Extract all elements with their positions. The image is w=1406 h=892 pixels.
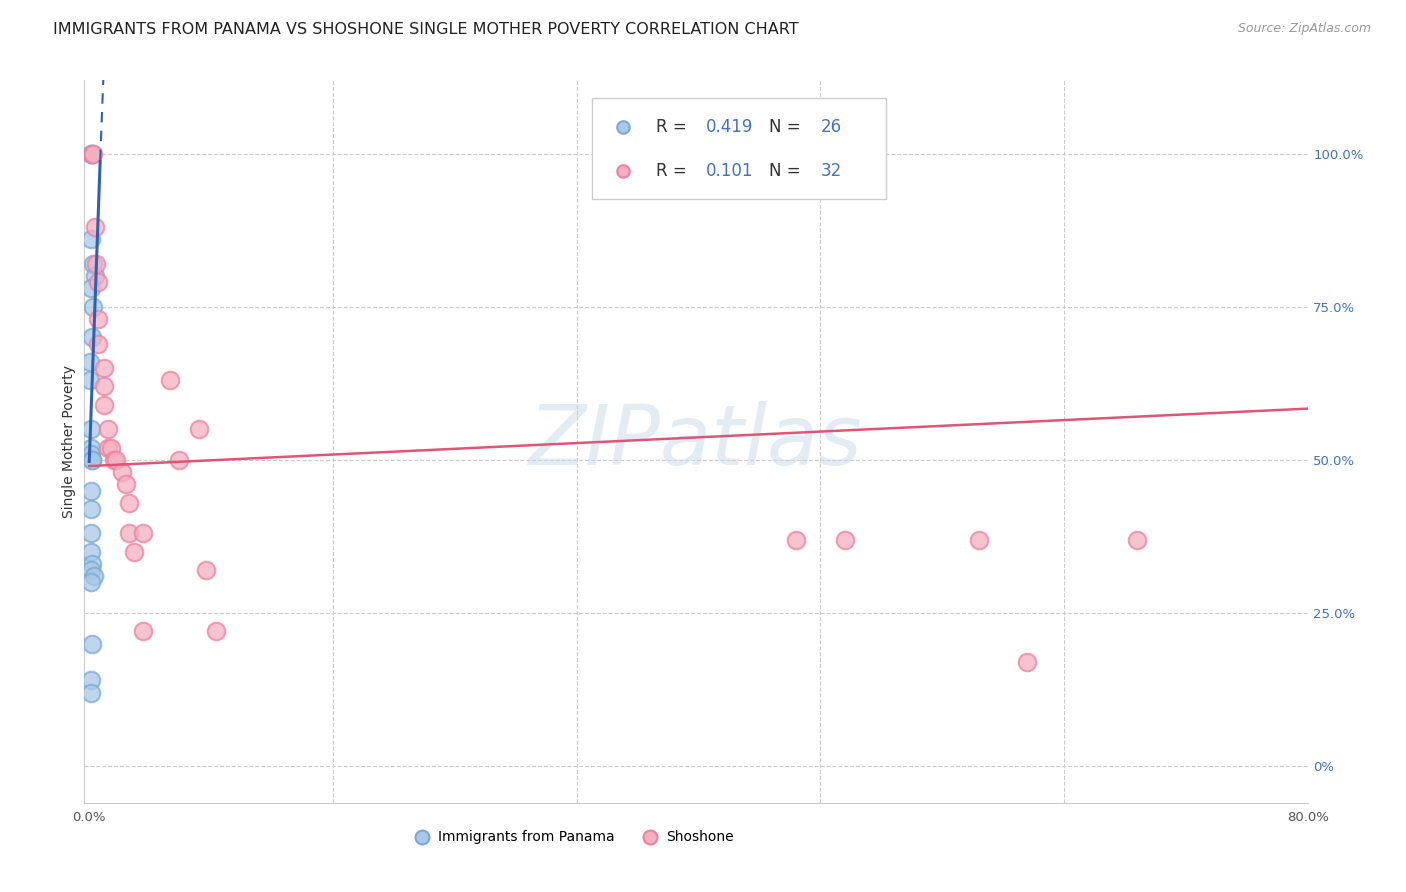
Point bbox=[83, 220, 105, 235]
Point bbox=[1017, 655, 1039, 669]
Point bbox=[124, 545, 146, 559]
Point bbox=[80, 502, 103, 516]
Point bbox=[80, 575, 103, 590]
Point bbox=[87, 276, 110, 290]
Text: Source: ZipAtlas.com: Source: ZipAtlas.com bbox=[1237, 22, 1371, 36]
Point bbox=[80, 146, 103, 161]
Point bbox=[169, 453, 191, 467]
Point bbox=[132, 526, 155, 541]
Point bbox=[80, 483, 103, 498]
Point bbox=[96, 422, 118, 436]
Point bbox=[132, 624, 155, 639]
Point bbox=[100, 441, 122, 455]
Point bbox=[79, 373, 101, 387]
Point bbox=[159, 373, 181, 387]
Y-axis label: Single Mother Poverty: Single Mother Poverty bbox=[62, 365, 76, 518]
Text: 26: 26 bbox=[821, 119, 842, 136]
Point bbox=[96, 441, 118, 455]
Point bbox=[103, 453, 125, 467]
Point bbox=[205, 624, 228, 639]
Point bbox=[80, 685, 103, 699]
Text: R =: R = bbox=[655, 119, 692, 136]
Point bbox=[118, 526, 141, 541]
Point bbox=[84, 257, 107, 271]
Point bbox=[967, 533, 990, 547]
Point bbox=[83, 269, 105, 284]
Point bbox=[105, 453, 128, 467]
Point bbox=[82, 146, 104, 161]
Point bbox=[93, 398, 115, 412]
Point bbox=[80, 526, 103, 541]
Point bbox=[80, 281, 103, 295]
Point bbox=[118, 496, 141, 510]
Text: ZIPatlas: ZIPatlas bbox=[529, 401, 863, 482]
Point bbox=[80, 232, 103, 246]
Point bbox=[834, 533, 856, 547]
Point bbox=[80, 545, 103, 559]
Point bbox=[785, 533, 807, 547]
Point bbox=[87, 312, 110, 326]
Point bbox=[79, 355, 101, 369]
Point bbox=[80, 563, 103, 577]
Point bbox=[114, 477, 136, 491]
Point bbox=[82, 146, 104, 161]
Point bbox=[80, 447, 103, 461]
Point bbox=[80, 422, 103, 436]
Text: N =: N = bbox=[769, 119, 806, 136]
Point bbox=[111, 465, 134, 479]
Point bbox=[80, 453, 103, 467]
Point bbox=[87, 336, 110, 351]
Point bbox=[187, 422, 209, 436]
Point bbox=[93, 379, 115, 393]
Text: 32: 32 bbox=[821, 161, 842, 179]
Point bbox=[83, 569, 105, 583]
Point bbox=[80, 441, 103, 455]
Point bbox=[93, 361, 115, 376]
Text: 0.101: 0.101 bbox=[706, 161, 754, 179]
Point bbox=[195, 563, 218, 577]
Point bbox=[82, 637, 104, 651]
Text: R =: R = bbox=[655, 161, 692, 179]
Point bbox=[1126, 533, 1149, 547]
Text: IMMIGRANTS FROM PANAMA VS SHOSHONE SINGLE MOTHER POVERTY CORRELATION CHART: IMMIGRANTS FROM PANAMA VS SHOSHONE SINGL… bbox=[53, 22, 799, 37]
Point bbox=[82, 330, 104, 344]
Point bbox=[82, 300, 104, 314]
Text: 0.419: 0.419 bbox=[706, 119, 754, 136]
Point bbox=[80, 673, 103, 688]
Point bbox=[80, 557, 103, 571]
Point bbox=[80, 453, 103, 467]
Point bbox=[82, 257, 104, 271]
FancyBboxPatch shape bbox=[592, 98, 886, 200]
Text: N =: N = bbox=[769, 161, 806, 179]
Point bbox=[82, 146, 104, 161]
Legend: Immigrants from Panama, Shoshone: Immigrants from Panama, Shoshone bbox=[409, 825, 738, 850]
